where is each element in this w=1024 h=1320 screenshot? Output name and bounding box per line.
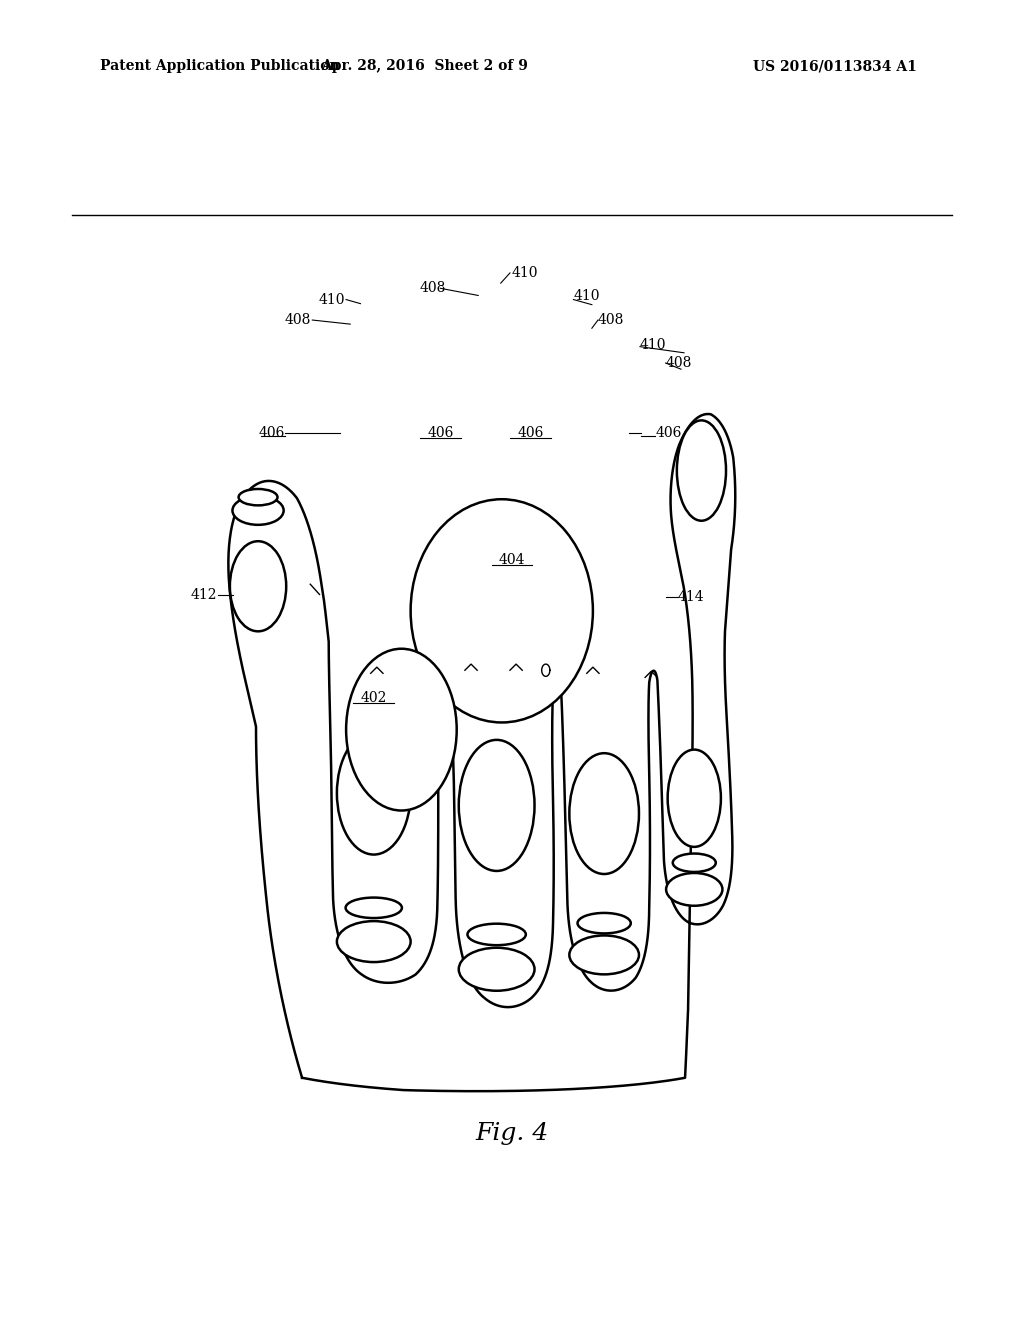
Ellipse shape [459,948,535,991]
Ellipse shape [673,854,716,873]
Ellipse shape [467,924,526,945]
Text: 410: 410 [318,293,345,306]
Ellipse shape [677,420,726,520]
Text: Apr. 28, 2016  Sheet 2 of 9: Apr. 28, 2016 Sheet 2 of 9 [322,59,528,74]
Text: US 2016/0113834 A1: US 2016/0113834 A1 [753,59,916,74]
Ellipse shape [459,741,535,871]
Text: 408: 408 [285,313,311,327]
Text: Patent Application Publication: Patent Application Publication [100,59,340,74]
Ellipse shape [345,898,401,917]
Ellipse shape [229,541,287,631]
Text: 408: 408 [598,313,625,327]
Text: 412: 412 [190,589,217,602]
Text: 406: 406 [655,425,682,440]
Ellipse shape [668,750,721,847]
Ellipse shape [569,936,639,974]
Text: 410: 410 [512,265,539,280]
Ellipse shape [346,648,457,810]
Text: Fig. 4: Fig. 4 [475,1122,549,1144]
Text: 408: 408 [666,356,692,370]
Text: 410: 410 [573,289,600,304]
Text: 406: 406 [427,425,454,440]
Text: 402: 402 [360,690,387,705]
Text: 408: 408 [420,281,446,296]
Text: 406: 406 [517,425,544,440]
Ellipse shape [337,731,411,854]
Ellipse shape [337,921,411,962]
Text: 410: 410 [640,338,667,351]
Ellipse shape [232,496,284,525]
Polygon shape [228,414,735,1092]
Text: 404: 404 [499,553,525,566]
Ellipse shape [411,499,593,722]
Text: 406: 406 [258,425,285,440]
Ellipse shape [667,873,723,906]
Text: 414: 414 [678,590,705,603]
Ellipse shape [569,754,639,874]
Ellipse shape [578,913,631,933]
Ellipse shape [239,488,278,506]
